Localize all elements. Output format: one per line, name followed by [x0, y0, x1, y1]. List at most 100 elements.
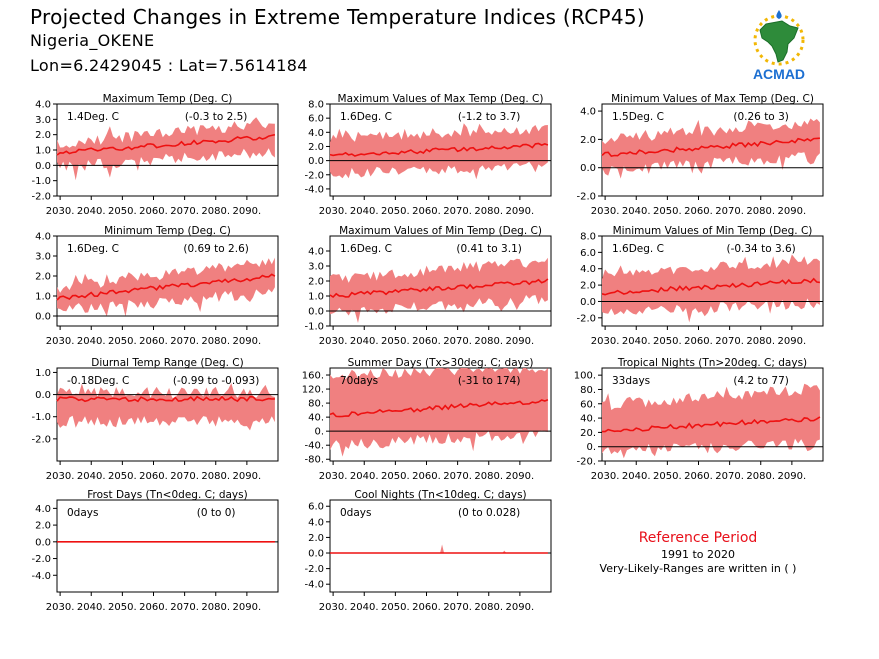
x-tick-label: 2030. [591, 471, 620, 482]
x-tick-label: 2060. [139, 471, 168, 482]
y-tick-label: 1.0 [308, 292, 324, 303]
x-tick-label: 2090. [506, 602, 535, 613]
x-tick-label: 2040. [77, 471, 106, 482]
y-tick-label: 2.0 [308, 277, 324, 288]
x-tick-label: 2050. [108, 471, 137, 482]
mean-line [56, 395, 275, 403]
x-tick-label: 2090. [506, 336, 535, 347]
acmad-logo: ACMAD [753, 10, 805, 82]
likely-range-label: (-31 to 174) [458, 375, 521, 387]
plot-frame [329, 499, 552, 593]
mean-line [329, 278, 549, 299]
range-band [57, 117, 275, 181]
y-tick-label: 60. [580, 399, 596, 410]
x-tick-label: 2080. [746, 471, 775, 482]
y-tick-label: 4.0 [35, 232, 51, 243]
mean-change-label: 1.4Deg. C [67, 111, 119, 123]
y-tick-label: 4.0 [308, 517, 324, 528]
y-tick-label: 6.0 [308, 502, 324, 513]
y-tick-label: 1.0 [35, 292, 51, 303]
y-tick-label: 2.0 [35, 130, 51, 141]
location-label: Nigeria_OKENE [30, 31, 155, 50]
y-tick-label: 0.0 [308, 156, 324, 167]
mean-line [329, 399, 549, 418]
chart-title: Diurnal Temp Range (Deg. C) [91, 357, 243, 369]
mean-line [329, 142, 549, 157]
y-tick-label: 2.0 [580, 135, 596, 146]
y-tick-label: -1.0 [31, 176, 51, 187]
y-tick-label: -2.0 [31, 554, 51, 565]
x-tick-label: 2030. [46, 471, 75, 482]
x-tick-label: 2040. [77, 602, 106, 613]
x-tick-label: 2030. [46, 602, 75, 613]
x-tick-label: 2050. [381, 602, 410, 613]
y-tick-label: 2.0 [580, 281, 596, 292]
x-tick-label: 2030. [591, 336, 620, 347]
likely-range-label: (0.41 to 3.1) [456, 243, 522, 255]
x-tick-label: 2030. [46, 206, 75, 217]
x-tick-label: 2080. [201, 602, 230, 613]
page-title: Projected Changes in Extreme Temperature… [30, 5, 646, 29]
y-tick-label: 6.0 [580, 248, 596, 259]
y-tick-label: 2.0 [35, 272, 51, 283]
x-tick-label: 2080. [201, 471, 230, 482]
y-tick-label: 1.0 [35, 146, 51, 157]
x-tick-label: 2040. [622, 336, 651, 347]
x-tick-label: 2060. [684, 336, 713, 347]
x-tick-label: 2070. [443, 336, 472, 347]
y-tick-label: 0.0 [35, 537, 51, 548]
x-tick-label: 2030. [319, 336, 348, 347]
y-tick-label: 0. [586, 442, 596, 453]
x-tick-label: 2040. [350, 336, 379, 347]
x-tick-label: 2060. [412, 206, 441, 217]
x-tick-label: 2050. [653, 206, 682, 217]
plot-frame [56, 499, 279, 593]
x-tick-label: 2050. [108, 336, 137, 347]
x-tick-label: 2050. [381, 471, 410, 482]
mean-line [601, 137, 820, 157]
y-tick-label: 4.0 [308, 128, 324, 139]
x-tick-label: 2080. [474, 602, 503, 613]
mean-line [601, 277, 821, 296]
x-tick-label: 2060. [684, 206, 713, 217]
mean-line [56, 133, 276, 156]
x-tick-label: 2060. [139, 206, 168, 217]
x-tick-label: 2080. [474, 336, 503, 347]
y-tick-label: 0. [314, 427, 324, 438]
coordinates-label: Lon=6.2429045 : Lat=7.5614184 [30, 56, 308, 75]
x-tick-label: 2080. [201, 206, 230, 217]
mean-line [56, 273, 276, 301]
y-tick-label: -1.0 [31, 412, 51, 423]
x-tick-label: 2070. [170, 336, 199, 347]
mean-change-label: -0.18Deg. C [67, 375, 129, 387]
y-tick-label: -2.0 [31, 434, 51, 445]
x-tick-label: 2050. [108, 206, 137, 217]
x-tick-label: 2070. [443, 471, 472, 482]
y-tick-label: -4.0 [31, 571, 51, 582]
y-tick-label: 0.0 [35, 390, 51, 401]
x-tick-label: 2070. [715, 206, 744, 217]
x-tick-label: 2090. [233, 336, 262, 347]
x-tick-label: 2030. [591, 206, 620, 217]
x-tick-label: 2090. [233, 471, 262, 482]
x-tick-label: 2060. [412, 336, 441, 347]
x-tick-label: 2070. [170, 471, 199, 482]
x-tick-label: 2090. [506, 206, 535, 217]
x-tick-label: 2030. [319, 602, 348, 613]
x-tick-label: 2070. [715, 336, 744, 347]
y-tick-label: -40. [304, 441, 324, 452]
y-tick-label: -2.0 [304, 564, 324, 575]
x-tick-label: 2080. [746, 206, 775, 217]
x-tick-label: 2040. [350, 602, 379, 613]
range-band [602, 118, 820, 179]
x-tick-label: 2030. [46, 336, 75, 347]
mean-change-label: 1.6Deg. C [340, 243, 392, 255]
y-tick-label: 1.0 [35, 368, 51, 379]
reference-period-note: Very-Likely-Ranges are written in ( ) [599, 562, 797, 575]
y-tick-label: 2.0 [308, 533, 324, 544]
chart-title: Cool Nights (Tn<10deg. C; days) [354, 489, 526, 501]
likely-range-label: (0 to 0.028) [458, 507, 520, 519]
